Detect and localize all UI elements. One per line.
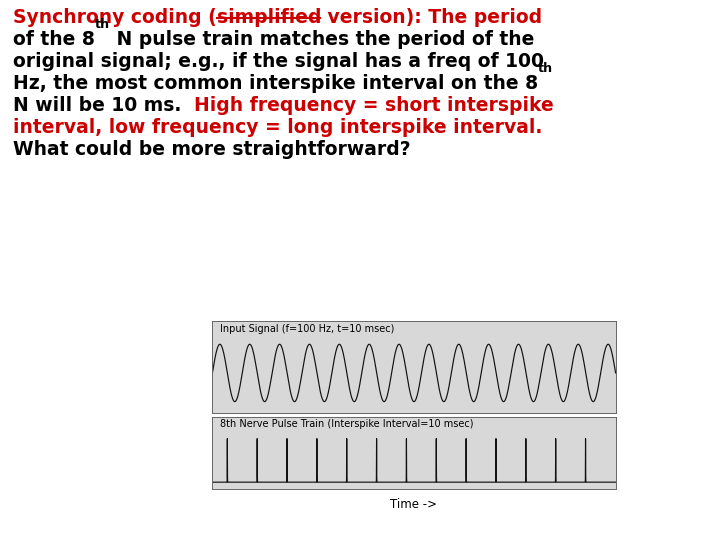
Text: Input Signal (f=100 Hz, t=10 msec): Input Signal (f=100 Hz, t=10 msec) bbox=[220, 324, 395, 334]
Text: simplified: simplified bbox=[217, 8, 321, 26]
Text: original signal; e.g., if the signal has a freq of 100: original signal; e.g., if the signal has… bbox=[13, 52, 544, 71]
Text: version): The period: version): The period bbox=[321, 8, 542, 26]
Text: Time ->: Time -> bbox=[390, 498, 438, 511]
Text: interval, low frequency = long interspike interval.: interval, low frequency = long interspik… bbox=[13, 118, 542, 137]
Text: N will be 10 ms.: N will be 10 ms. bbox=[13, 96, 194, 115]
Text: What could be more straightforward?: What could be more straightforward? bbox=[13, 140, 410, 159]
Text: of the 8: of the 8 bbox=[13, 30, 95, 49]
Text: th: th bbox=[538, 62, 553, 75]
Text: Hz, the most common interspike interval on the 8: Hz, the most common interspike interval … bbox=[13, 74, 538, 93]
Text: 8th Nerve Pulse Train (Interspike Interval=10 msec): 8th Nerve Pulse Train (Interspike Interv… bbox=[220, 419, 474, 429]
Text: Synchrony coding (: Synchrony coding ( bbox=[13, 8, 217, 26]
Text: N pulse train matches the period of the: N pulse train matches the period of the bbox=[110, 30, 534, 49]
Text: High frequency = short interspike: High frequency = short interspike bbox=[194, 96, 554, 115]
Text: th: th bbox=[95, 18, 110, 31]
